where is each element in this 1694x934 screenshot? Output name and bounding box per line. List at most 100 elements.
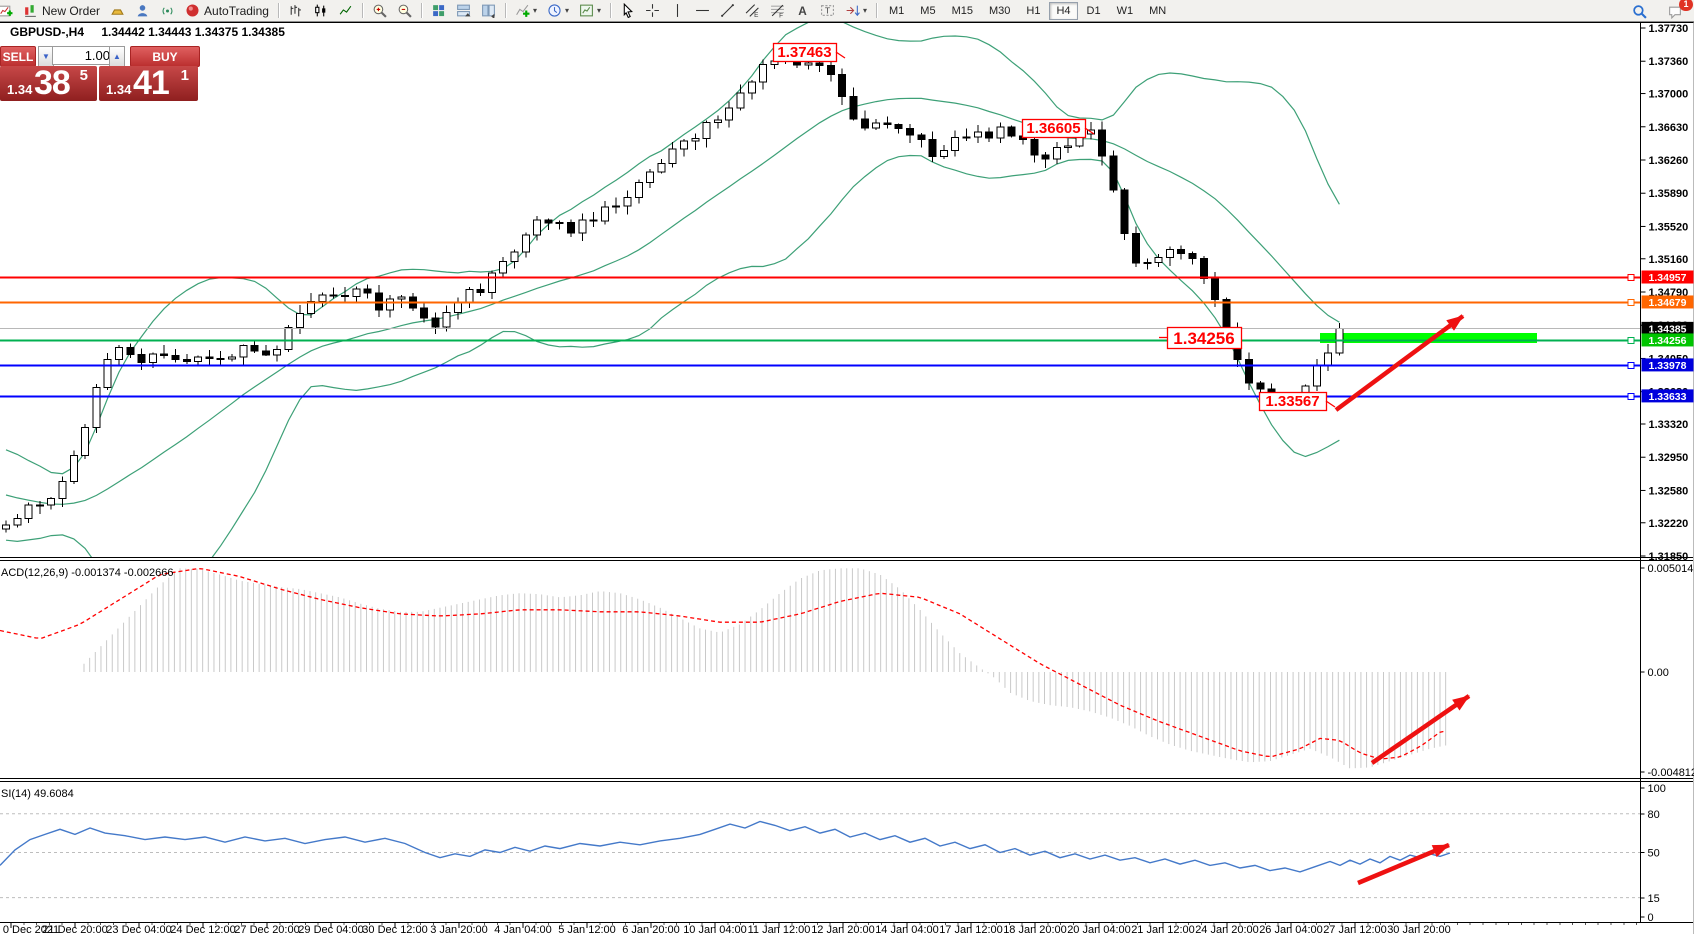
trend-arrow-main (1334, 314, 1465, 412)
horizontal-level-lines[interactable] (0, 274, 1641, 400)
hline-icon[interactable] (691, 1, 714, 21)
time-label: 14 Jan 04:00 (875, 924, 939, 934)
svg-text:1.34957: 1.34957 (1649, 272, 1687, 284)
buy-price-prefix: 1.34 (106, 82, 132, 97)
svg-text:1.33978: 1.33978 (1649, 360, 1687, 372)
shapes-caret[interactable]: ▾ (863, 5, 868, 15)
sell-price-display[interactable]: 1.34 38 5 (0, 64, 97, 102)
text-label-icon[interactable]: T (816, 1, 839, 21)
time-label: 5 Jan 12:00 (558, 924, 616, 934)
time-label: 30 Dec 12:00 (362, 924, 427, 934)
shapes-icon[interactable]: ▾ (841, 1, 871, 21)
price-label-annotations[interactable]: 1.37463 1.36605 1.34256 1.33567 (772, 42, 1336, 412)
time-label: 26 Jan 04:00 (1259, 924, 1323, 934)
buy-price-display[interactable]: 1.34 41 1 (99, 64, 198, 102)
volume-increase-button[interactable]: ▲ (109, 46, 125, 67)
candlesticks (2, 50, 1344, 533)
svg-text:1.33567: 1.33567 (1265, 393, 1319, 410)
sell-button[interactable]: SELL (0, 46, 36, 67)
bollinger-lower (5, 154, 1340, 557)
new-chart-icon[interactable] (0, 1, 17, 21)
autotrading-label: AutoTrading (204, 3, 269, 18)
svg-text:1.36260: 1.36260 (1649, 155, 1689, 167)
line-chart-icon[interactable] (334, 1, 357, 21)
price-tag (1641, 333, 1694, 347)
new-order-button[interactable]: New Order (19, 1, 104, 21)
cursor-icon[interactable] (616, 1, 639, 21)
candle-chart-icon (315, 4, 326, 17)
channel-icon: E (745, 4, 759, 18)
svg-text:1.36605: 1.36605 (1026, 120, 1080, 137)
broadcast-icon[interactable] (156, 1, 179, 21)
vline-icon[interactable] (666, 1, 689, 21)
timeframe-m15-button[interactable]: M15 (951, 4, 973, 17)
text-icon[interactable]: A (791, 1, 814, 21)
bar-chart-icon[interactable] (284, 1, 307, 21)
rsi-axis: 100 80 50 15 0 SI(14) 49.6084 (1, 783, 1666, 924)
main-toolbar: New Order AutoTrading ▾ ▾ ▾ E F A T ▾ M1 M5 M15 M30 H1… (0, 0, 1694, 22)
timeframe-d1-button[interactable]: D1 (1086, 4, 1101, 17)
time-label: 21 Dec 20:00 (42, 924, 107, 934)
svg-text:0: 0 (1648, 912, 1654, 924)
channel-icon[interactable]: E (741, 1, 764, 21)
crosshair-icon[interactable] (641, 1, 664, 21)
periods-icon[interactable]: ▾ (543, 1, 573, 21)
timeframe-h4-button[interactable]: H4 (1049, 1, 1078, 20)
sell-price-point: 5 (79, 67, 88, 84)
time-label: 6 Jan 20:00 (622, 924, 680, 934)
fibonacci-icon[interactable]: F (766, 1, 789, 21)
svg-text:80: 80 (1648, 809, 1660, 821)
zoom-out-icon (398, 4, 412, 18)
toolbar-separator (504, 3, 506, 18)
trend-arrow-rsi (1357, 842, 1450, 886)
one-click-trading-panel: SELL ▼ 1.00 ▲ BUY 1.34 38 5 1.34 41 1 (0, 44, 200, 102)
ohlc-quotes: 1.34442 1.34443 1.34375 1.34385 (101, 25, 285, 39)
arrange-b-icon (482, 4, 495, 18)
timeframe-h1-button[interactable]: H1 (1026, 4, 1041, 17)
svg-text:1.35160: 1.35160 (1649, 254, 1689, 266)
templates-caret[interactable]: ▾ (596, 5, 601, 15)
support-zone-rectangle[interactable] (1320, 333, 1537, 343)
hline-handle (1627, 362, 1635, 369)
candle-chart-icon[interactable] (309, 1, 332, 21)
volume-input[interactable]: 1.00 (52, 46, 116, 65)
arrange-b-icon[interactable] (477, 1, 500, 21)
time-label: 30 Jan 20:00 (1387, 924, 1451, 934)
svg-text:1.35890: 1.35890 (1649, 188, 1689, 200)
templates-icon[interactable]: ▾ (575, 1, 605, 21)
zoom-in-icon[interactable] (368, 1, 391, 21)
hline-icon (696, 9, 709, 12)
gold-icon[interactable] (106, 1, 129, 21)
arrange-a-icon[interactable] (452, 1, 475, 21)
timeframe-m30-button[interactable]: M30 (988, 4, 1011, 17)
svg-text:F: F (779, 12, 783, 18)
time-label: 27 Dec 20:00 (234, 924, 299, 934)
svg-text:1.35520: 1.35520 (1649, 221, 1689, 233)
indicators-caret[interactable]: ▾ (532, 5, 537, 15)
svg-text:1.34256: 1.34256 (1649, 335, 1687, 347)
periods-caret[interactable]: ▾ (564, 5, 569, 15)
timeframe-mn-button[interactable]: MN (1149, 4, 1167, 17)
zoom-out-icon[interactable] (393, 1, 416, 21)
timeframe-m1-button[interactable]: M1 (889, 4, 905, 17)
time-label: 11 Jan 12:00 (748, 924, 811, 934)
timeframe-w1-button[interactable]: W1 (1116, 4, 1134, 17)
support-icon[interactable] (131, 1, 154, 21)
zoom-in-icon (373, 4, 387, 18)
bollinger-middle (5, 97, 1340, 505)
svg-text:0.005014: 0.005014 (1648, 563, 1694, 575)
indicators-icon[interactable]: ▾ (511, 1, 541, 21)
rsi-indicator (0, 813, 1640, 899)
svg-text:T: T (825, 6, 831, 16)
trendline-icon[interactable] (716, 1, 739, 21)
tile-windows-icon[interactable] (427, 1, 450, 21)
autotrading-button[interactable]: AutoTrading (181, 1, 273, 21)
new-chart-icon (0, 5, 13, 17)
trend-arrows[interactable] (1334, 310, 1474, 886)
timeframe-m5-button[interactable]: M5 (920, 4, 936, 17)
search-icon[interactable] (1628, 1, 1651, 21)
buy-button[interactable]: BUY (130, 46, 200, 67)
notifications-chat-icon[interactable]: 1 (1663, 0, 1693, 21)
